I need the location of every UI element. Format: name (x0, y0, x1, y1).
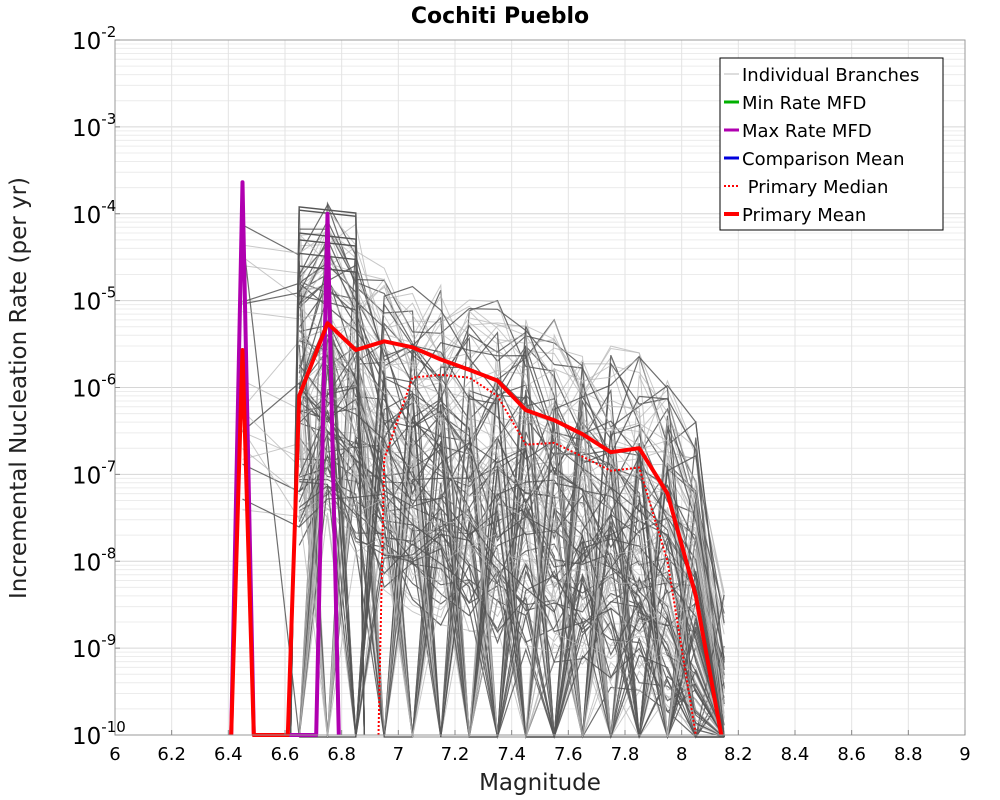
x-axis-label: Magnitude (479, 770, 601, 796)
branch-line (298, 219, 725, 663)
branch-line (298, 255, 725, 738)
grid (114, 40, 966, 736)
individual-branches (241, 201, 725, 740)
branch-line (298, 397, 725, 738)
branch-line (298, 409, 725, 738)
legend-label: Max Rate MFD (742, 121, 872, 142)
x-tick-label: 8.2 (724, 744, 753, 765)
x-tick-label: 8.6 (837, 744, 866, 765)
x-tick-label: 6.4 (214, 744, 243, 765)
y-tick-label: 10-7 (72, 457, 116, 489)
y-tick-label: 10-3 (72, 110, 116, 142)
y-axis-label: Incremental Nucleation Rate (per yr) (6, 177, 32, 599)
x-tick-label: 9 (959, 744, 970, 765)
branch-line (298, 329, 725, 730)
x-tick-label: 6.2 (157, 744, 186, 765)
branch-line (298, 325, 725, 738)
series-primary-median (377, 373, 697, 736)
legend-label: Min Rate MFD (742, 93, 866, 114)
branch-line (298, 255, 725, 738)
x-tick-label: 7.4 (497, 744, 526, 765)
branch-line (298, 398, 725, 738)
branch-line (299, 481, 725, 738)
x-tick-label: 7 (393, 744, 404, 765)
y-axis-ticks: 10-10 10-9 10-8 10-7 10-6 10-5 10-4 10-3 10-2 (72, 23, 126, 750)
y-tick-label: 10-2 (72, 23, 116, 55)
y-tick-label: 10-4 (72, 197, 116, 229)
branch-line (298, 433, 725, 738)
branch-line (298, 454, 725, 740)
legend-label: Comparison Mean (742, 149, 905, 170)
x-tick-label: 7.6 (554, 744, 583, 765)
branch-line (298, 462, 725, 738)
legend-label: Primary Mean (742, 205, 866, 226)
branch-line (299, 232, 725, 738)
branch-line (299, 503, 725, 738)
branch-line (298, 225, 725, 738)
branch-line (242, 282, 725, 738)
branch-line (298, 265, 725, 738)
y-tick-label: 10-8 (72, 544, 116, 576)
series-primary-mean (229, 321, 724, 737)
branch-line (298, 296, 725, 738)
branch-line (242, 489, 725, 738)
x-axis-ticks: 6 6.2 6.4 6.6 6.8 7 7.2 7.4 7.6 7.8 8 8.2 8.4 8.6 8.8 9 (109, 730, 971, 765)
branch-line (298, 415, 725, 738)
x-tick-label: 7.2 (441, 744, 470, 765)
legend-label: Individual Branches (742, 65, 919, 86)
y-tick-label: 10-5 (72, 284, 116, 316)
legend-box (719, 57, 944, 231)
x-tick-label: 7.8 (611, 744, 640, 765)
y-tick-label: 10-10 (72, 718, 126, 750)
branch-line (298, 392, 725, 738)
branch-line (298, 330, 725, 738)
branch-line (298, 484, 725, 740)
legend-label: Primary Median (742, 177, 888, 198)
branch-line (299, 294, 725, 738)
x-tick-label: 8.4 (781, 744, 810, 765)
branch-line (242, 443, 725, 738)
branch-line (298, 261, 725, 738)
y-tick-label: 10-6 (72, 371, 116, 403)
branch-line (298, 225, 725, 738)
branch-line (298, 366, 725, 738)
x-tick-label: 6 (109, 744, 120, 765)
branch-line (298, 264, 725, 738)
branch-line (298, 377, 725, 740)
branch-line (298, 387, 725, 738)
x-tick-label: 8.8 (894, 744, 923, 765)
legend: Individual Branches Min Rate MFD Max Rate … (719, 57, 944, 231)
x-tick-label: 8 (676, 744, 687, 765)
chart-title: Cochiti Pueblo (411, 4, 589, 29)
branch-line (298, 365, 725, 738)
branch-line (298, 386, 725, 738)
y-tick-label: 10-9 (72, 631, 116, 663)
x-tick-label: 6.6 (271, 744, 300, 765)
x-tick-label: 6.8 (327, 744, 356, 765)
